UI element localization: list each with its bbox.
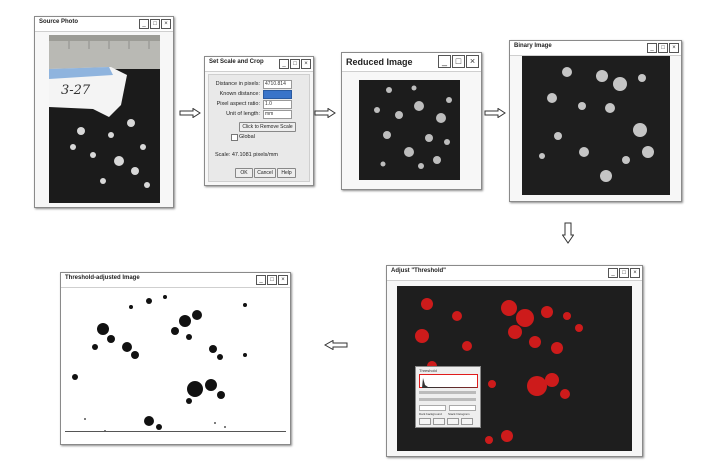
arrow-right-icon xyxy=(314,108,336,118)
threshold-max-slider[interactable] xyxy=(419,398,476,401)
global-checkbox[interactable] xyxy=(231,134,238,141)
threshold-adjusted-window: Threshold-adjusted Image _ □ × xyxy=(60,272,291,445)
reduced-image-title: Reduced Image xyxy=(346,57,413,67)
binary-image-titlebar: Binary Image _ □ × xyxy=(510,41,681,56)
source-photo-window: Source Photo _ □ × 3-27 xyxy=(34,16,174,208)
source-photo-image: 3-27 xyxy=(49,35,160,203)
threshold-window-controls: _ □ × xyxy=(608,268,640,278)
dark-background-option[interactable]: Dark background xyxy=(419,412,442,416)
pixel-aspect-label: Pixel aspect ratio: xyxy=(216,101,260,107)
threshold-adjusted-title: Threshold-adjusted Image xyxy=(65,275,140,281)
distance-pixels-field[interactable]: 4710.814 xyxy=(263,80,292,89)
close-icon[interactable]: × xyxy=(161,19,171,29)
unit-length-field[interactable]: mm xyxy=(263,110,292,119)
maximize-icon[interactable]: □ xyxy=(452,55,465,68)
threshold-titlebar: Adjust "Threshold" _ □ × xyxy=(387,266,642,281)
threshold-window: Adjust "Threshold" _ □ × Threshold xyxy=(386,265,643,457)
remove-scale-button[interactable]: Click to Remove Scale xyxy=(239,122,296,132)
close-icon[interactable]: × xyxy=(669,43,679,53)
histogram-graphic xyxy=(422,378,477,388)
binary-image-crystals xyxy=(539,67,654,182)
source-photo-handwritten-label: 3-27 xyxy=(61,83,91,98)
threshold-title: Adjust "Threshold" xyxy=(391,268,447,274)
reduced-image xyxy=(359,80,460,180)
close-icon[interactable]: × xyxy=(466,55,479,68)
source-photo-graphic xyxy=(49,35,160,188)
close-icon[interactable]: × xyxy=(278,275,288,285)
set-scale-dialog: Set Scale and Crop _ □ × Distance in pix… xyxy=(204,56,314,186)
set-scale-titlebar: Set Scale and Crop _ □ × xyxy=(205,57,313,72)
binary-image-title: Binary Image xyxy=(514,43,552,49)
arrow-down-icon xyxy=(562,222,574,244)
threshold-image: Threshold Dark background Stack histogra… xyxy=(397,286,632,451)
distance-pixels-label: Distance in pixels: xyxy=(215,81,260,87)
threshold-panel-title: Threshold xyxy=(419,368,437,373)
minimize-icon[interactable]: _ xyxy=(647,43,657,53)
reduced-image-crystals xyxy=(374,85,452,169)
source-photo-titlebar: Source Photo _ □ × xyxy=(35,17,173,32)
reduced-image-titlebar: Reduced Image _ □ × xyxy=(342,53,481,72)
source-photo-title: Source Photo xyxy=(39,19,79,25)
minimize-icon[interactable]: _ xyxy=(279,59,289,69)
arrow-right-icon xyxy=(179,108,201,118)
close-icon[interactable]: × xyxy=(301,59,311,69)
known-distance-field[interactable] xyxy=(263,90,292,99)
maximize-icon[interactable]: □ xyxy=(267,275,277,285)
reduced-image-window: Reduced Image _ □ × xyxy=(341,52,482,190)
minimize-icon[interactable]: _ xyxy=(608,268,618,278)
auto-button[interactable] xyxy=(419,418,431,425)
set-button[interactable] xyxy=(461,418,473,425)
threshold-red-overlay xyxy=(415,298,583,444)
minimize-icon[interactable]: _ xyxy=(438,55,451,68)
binary-image-window-controls: _ □ × xyxy=(647,43,679,53)
arrow-left-icon xyxy=(324,340,348,350)
threshold-mode-select[interactable] xyxy=(449,405,476,411)
set-scale-body: Distance in pixels: 4710.814 Known dista… xyxy=(208,74,310,182)
maximize-icon[interactable]: □ xyxy=(658,43,668,53)
reset-button[interactable] xyxy=(447,418,459,425)
apply-button[interactable] xyxy=(433,418,445,425)
set-scale-title: Set Scale and Crop xyxy=(209,59,264,65)
close-icon[interactable]: × xyxy=(630,268,640,278)
scale-readout: Scale: 47.1081 pixels/mm xyxy=(215,152,278,158)
known-distance-label: Known distance: xyxy=(219,91,260,97)
maximize-icon[interactable]: □ xyxy=(290,59,300,69)
threshold-buttons-row xyxy=(419,418,473,425)
pixel-aspect-field[interactable]: 1.0 xyxy=(263,100,292,109)
unit-length-label: Unit of length: xyxy=(226,111,260,117)
binary-image-window: Binary Image _ □ × xyxy=(509,40,682,202)
binary-image xyxy=(522,56,670,195)
threshold-adjusted-blobs xyxy=(65,295,286,432)
threshold-adjusted-image xyxy=(65,291,286,441)
reduced-image-window-controls: _ □ × xyxy=(438,55,479,68)
threshold-method-select[interactable] xyxy=(419,405,446,411)
threshold-control-panel: Threshold Dark background Stack histogra… xyxy=(415,366,481,428)
ok-button[interactable]: OK xyxy=(235,168,253,178)
minimize-icon[interactable]: _ xyxy=(256,275,266,285)
help-button[interactable]: Help xyxy=(277,168,296,178)
maximize-icon[interactable]: □ xyxy=(150,19,160,29)
minimize-icon[interactable]: _ xyxy=(139,19,149,29)
source-photo-window-controls: _ □ × xyxy=(139,19,171,29)
global-label: Global xyxy=(239,134,255,140)
histogram-icon xyxy=(419,374,478,388)
cancel-button[interactable]: Cancel xyxy=(254,168,276,178)
stack-histogram-option[interactable]: Stack histogram xyxy=(448,412,470,416)
threshold-min-slider[interactable] xyxy=(419,391,476,394)
threshold-adjusted-titlebar: Threshold-adjusted Image _ □ × xyxy=(61,273,290,288)
maximize-icon[interactable]: □ xyxy=(619,268,629,278)
threshold-adjusted-window-controls: _ □ × xyxy=(256,275,288,285)
arrow-right-icon xyxy=(484,108,506,118)
set-scale-window-controls: _ □ × xyxy=(279,59,311,69)
